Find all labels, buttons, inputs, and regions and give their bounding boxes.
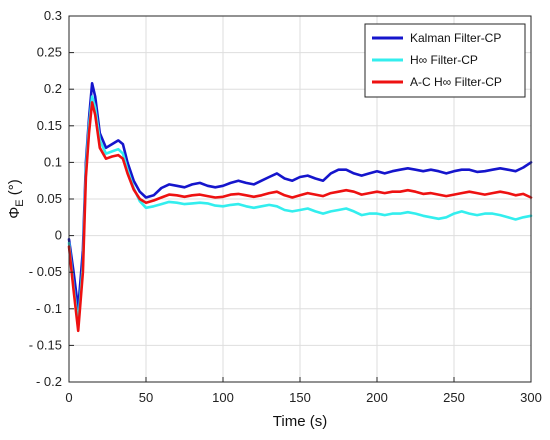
series-line-kalman	[67, 82, 533, 311]
y-tick-label: - 0.15	[29, 337, 62, 352]
y-tick-label: 0.25	[37, 45, 62, 60]
y-axis-subscript: E	[14, 199, 26, 206]
x-tick-label: 300	[520, 390, 542, 405]
series-layer	[67, 82, 533, 333]
y-tick-label: 0.2	[44, 81, 62, 96]
legend: Kalman Filter-CP H∞ Filter-CP A-C H∞ Fil…	[364, 23, 526, 98]
y-tick-label: 0	[55, 228, 62, 243]
legend-label-kalman: Kalman Filter-CP	[410, 31, 501, 45]
x-tick-label: 200	[366, 390, 388, 405]
axis-ticks: 0 50 100 150 200 250 300 - 0.2 - 0.15 - 0.1 - 0.05…	[29, 8, 542, 405]
y-tick-label: - 0.05	[29, 264, 62, 279]
series-line-hinf	[67, 95, 533, 325]
y-tick-label: - 0.1	[36, 301, 62, 316]
series-line-ac-hinf	[67, 101, 533, 333]
y-axis-symbol: Φ	[6, 207, 23, 219]
y-axis-unit: (°)	[6, 179, 23, 199]
legend-label-ac-hinf: A-C H∞ Filter-CP	[410, 75, 502, 89]
y-axis-title: ΦE (°)	[6, 179, 26, 218]
x-tick-label: 250	[443, 390, 465, 405]
y-tick-label: 0.15	[37, 118, 62, 133]
y-tick-label: 0.05	[37, 191, 62, 206]
y-tick-label: 0.1	[44, 154, 62, 169]
x-tick-label: 150	[289, 390, 311, 405]
x-tick-label: 50	[139, 390, 153, 405]
legend-label-hinf: H∞ Filter-CP	[410, 53, 478, 67]
x-tick-label: 0	[65, 390, 72, 405]
x-tick-label: 100	[212, 390, 234, 405]
y-tick-label: 0.3	[44, 8, 62, 23]
y-tick-label: - 0.2	[36, 374, 62, 389]
x-axis-title: Time (s)	[273, 413, 327, 430]
